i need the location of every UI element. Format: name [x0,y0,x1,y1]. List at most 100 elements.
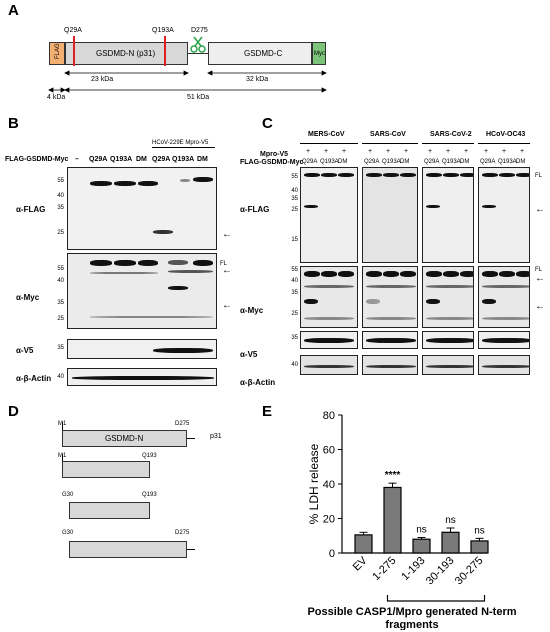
c-plus: + [464,148,469,155]
c-myc-blot [362,266,418,328]
b-row-label: FLAG-GSDMD-Myc [5,156,69,163]
size-51: 51 kDa [187,94,210,101]
c-myc-arrow: ← [535,301,545,312]
q193a-mark [164,36,166,66]
c-virus-label: MERS-CoV [308,131,345,138]
scissors-icon [190,36,206,53]
c-plus: + [306,148,311,155]
panel-label-e: E [262,403,273,420]
c-virus-label: SARS-CoV-2 [430,131,472,138]
x-tick-label: 30-275 [453,555,486,588]
q193a-label: Q193A [152,27,174,34]
c-plus: + [324,148,329,155]
c-plus: + [428,148,433,155]
c-lane-label: DM [516,159,526,165]
c-lane-label: DM [338,159,348,165]
c-flag-blot [362,167,418,263]
bar [383,486,402,554]
c-mpro-label: Mpro-V5 [260,151,288,158]
bar [470,540,489,554]
bar [354,534,373,554]
c-actin-blot [300,355,358,375]
b-myc-label: α-Myc [16,293,40,302]
c-flag-blot [478,167,530,263]
gsdmd-n-domain: GSDMD-N (p31) [65,42,188,65]
bar [412,538,431,554]
c-v5-blot [300,331,358,349]
c-v5-label: α-V5 [240,350,258,359]
linker [188,53,208,54]
c-myc-blot [478,266,530,328]
c-actin-label: α-β-Actin [240,378,276,387]
x-axis-label: Possible CASP1/Mpro generated N-term [307,606,516,618]
gsdmd-c-domain: GSDMD-C [208,42,312,65]
c-virus-label: SARS-CoV [370,131,406,138]
c-plus: + [386,148,391,155]
q29a-mark [73,36,75,66]
b-myc-blot [67,253,217,329]
y-tick-label: 40 [323,479,335,491]
c-flag-blot [422,167,474,263]
construct-1-193 [62,461,150,478]
c-lane-label: Q193A [382,159,401,165]
c-lane-label: Q29A [364,159,380,165]
c-flag-fl: FL [535,173,543,179]
y-tick-label: 80 [323,410,335,422]
c-lane-label: DM [400,159,410,165]
flag-tag: FLAG [49,42,65,65]
c-virus-label: HCoV-OC43 [486,131,526,138]
c-lane-label: Q193A [320,159,339,165]
y-axis-label: % LDH release [307,443,321,524]
c-myc-label: α-Myc [240,306,264,315]
b-flag-blot [67,167,217,250]
construct-30-193 [69,502,150,519]
size-32: 32 kDa [246,76,269,83]
size-23: 23 kDa [91,76,114,83]
x-tick-label: 30-193 [424,555,457,588]
c-myc-fl: FL [535,267,543,273]
b-v5-mw: 35 [57,345,64,351]
bar [441,531,460,554]
c-flag-label: α-FLAG [240,205,270,214]
c-plus: + [502,148,507,155]
construct-full: GSDMD-N [62,430,187,447]
x-tick-label: EV [351,554,370,573]
c-row-label: FLAG-GSDMD-Myc [240,159,304,166]
b-flag-label: α-FLAG [16,205,46,214]
b-header: HCoV-229E Mpro-V5 [152,140,209,146]
c-plus: + [520,148,525,155]
c-lane-label: DM [460,159,470,165]
panel-label-d: D [8,403,19,420]
panel-label-a: A [8,2,19,19]
c-actin-blot [362,355,418,375]
significance-label: ns [445,515,456,526]
x-axis-label: fragments [385,619,438,630]
size-4: 4 kDa [47,94,66,101]
c-lane-label: Q29A [302,159,318,165]
size-arrows [48,70,327,93]
c-plus: + [368,148,373,155]
c-lane-label: Q29A [480,159,496,165]
c-myc-fl-arrow: ← [535,273,545,284]
c-plus: + [446,148,451,155]
b-myc-arrow: ← [222,300,232,311]
b-actin-mw: 40 [57,374,64,380]
panel-label-c: C [262,115,273,132]
c-v5-blot [478,331,530,349]
q29a-label: Q29A [64,27,82,34]
significance-label: ns [474,525,485,536]
bracket [386,595,486,602]
c-lane-label: Q193A [498,159,517,165]
c-myc-blot [300,266,358,328]
d275-label: D275 [191,27,208,34]
c-v5-blot [362,331,418,349]
c-flag-blot [300,167,358,263]
x-tick-label: 1-275 [370,555,398,583]
significance-label: ns [416,524,427,535]
b-fl-label: FL [220,261,228,267]
c-plus: + [404,148,409,155]
b-myc-fl-arrow: ← [222,265,232,276]
b-v5-label: α-V5 [16,346,34,355]
c-lane-label: Q193A [442,159,461,165]
y-tick-label: 20 [323,514,335,526]
